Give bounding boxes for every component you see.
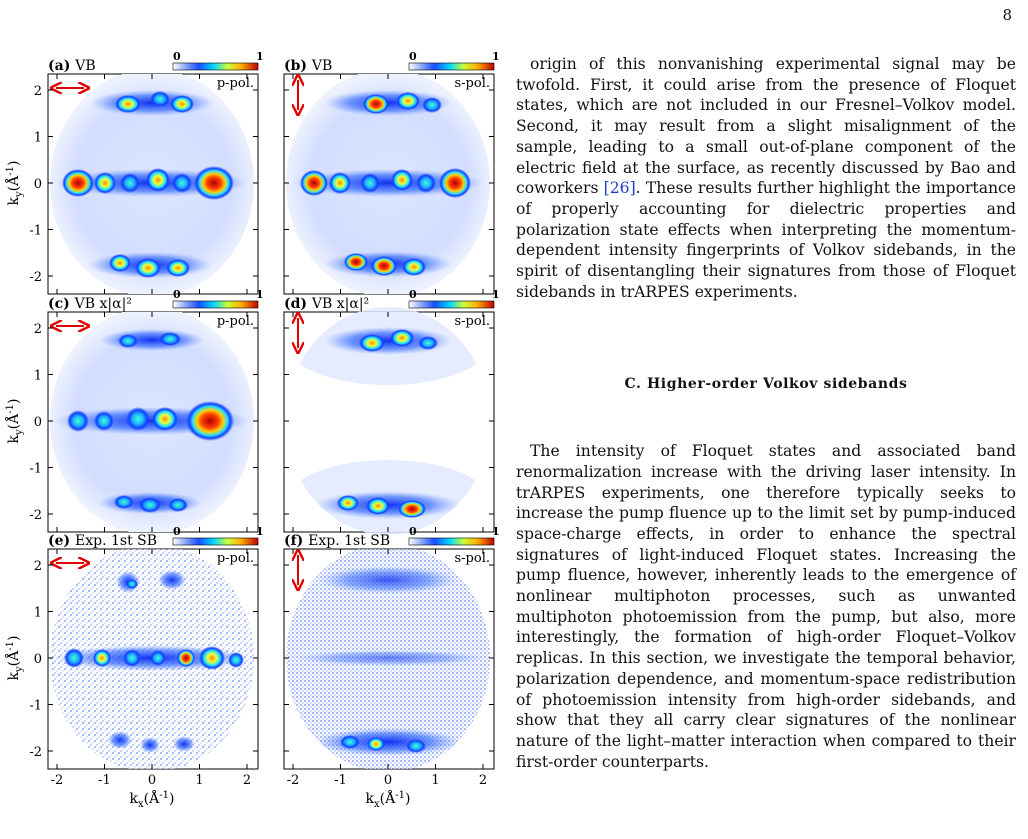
y-tick-label: 0	[34, 177, 42, 192]
panel-a	[47, 73, 259, 295]
x-axis-label: kx(Å-1)	[130, 789, 175, 810]
colorbar-min-label: 0	[173, 50, 181, 63]
x-tick-label: 2	[479, 773, 487, 788]
y-tick-label: 2	[34, 559, 42, 574]
x-tick-label: 1	[195, 773, 203, 788]
y-tick-label: 1	[34, 369, 42, 384]
colorbar-max-label: 1	[492, 525, 500, 538]
text-column: origin of this nonvanishing experimental…	[516, 54, 1016, 772]
x-tick-label: 0	[384, 773, 392, 788]
y-tick-label: -1	[29, 224, 42, 239]
arpes-map-c	[50, 312, 254, 532]
paragraph-text: . These results further highlight the im…	[516, 179, 1017, 301]
x-tick-label: -2	[51, 773, 64, 788]
y-tick-label: 2	[34, 322, 42, 337]
polarization-box	[448, 550, 493, 566]
colorbar	[408, 537, 495, 546]
x-tick-label: -1	[334, 773, 347, 788]
polarization-box	[212, 75, 257, 91]
polarization-box	[448, 75, 493, 91]
x-tick-label: -1	[98, 773, 111, 788]
y-tick-label: -2	[29, 270, 42, 285]
panel-title: (d) VB x|α|²	[284, 296, 369, 312]
panel-c	[47, 311, 259, 533]
y-tick-label: -2	[29, 745, 42, 760]
polarization-box	[448, 313, 493, 329]
polarization-box	[212, 550, 257, 566]
y-tick-label: 1	[34, 131, 42, 146]
figure: (a) VB0 1p-pol.210-1-2ky(Å-1)(b) VB0 1s-po…	[4, 50, 500, 810]
arpes-map-d	[286, 307, 490, 535]
colorbar-min-label: 0	[409, 525, 417, 538]
paragraph-text: origin of this nonvanishing experimental…	[516, 55, 1016, 198]
x-tick-label: 0	[148, 773, 156, 788]
polarization-label: s-pol.	[454, 76, 490, 91]
panel-e	[47, 548, 259, 770]
colorbar-max-label: 1	[256, 288, 264, 301]
y-tick-label: -1	[29, 462, 42, 477]
citation-link[interactable]: [26]	[603, 179, 636, 198]
y-tick-label: -1	[29, 699, 42, 714]
y-axis-label: ky(Å-1)	[4, 161, 25, 206]
polarization-label: s-pol.	[454, 314, 490, 329]
y-tick-label: 2	[34, 84, 42, 99]
x-tick-label: 2	[243, 773, 251, 788]
y-axis-label: ky(Å-1)	[4, 399, 25, 444]
y-tick-label: 0	[34, 415, 42, 430]
panel-title: (f) Exp. 1st SB	[284, 533, 390, 549]
colorbar	[408, 300, 495, 309]
colorbar-min-label: 0	[173, 288, 181, 301]
colorbar-min-label: 0	[409, 50, 417, 63]
paragraph-intro: origin of this nonvanishing experimental…	[516, 54, 1016, 302]
x-axis-label: kx(Å-1)	[366, 789, 411, 810]
paragraph-body: The intensity of Floquet states and asso…	[516, 442, 1016, 771]
colorbar-max-label: 1	[256, 50, 264, 63]
colorbar-min-label: 0	[173, 525, 181, 538]
colorbar	[172, 62, 259, 71]
page-number: 8	[1002, 6, 1012, 24]
y-tick-label: 0	[34, 652, 42, 667]
polarization-label: s-pol.	[454, 551, 490, 566]
colorbar	[172, 300, 259, 309]
panel-title: (a) VB	[48, 58, 96, 74]
colorbar-max-label: 1	[492, 288, 500, 301]
arpes-map-b	[286, 74, 490, 294]
arpes-map-e	[50, 549, 254, 769]
panel-b	[283, 73, 495, 295]
section-heading: C. Higher-order Volkov sidebands	[624, 376, 908, 393]
y-tick-label: -2	[29, 508, 42, 523]
y-axis-label: ky(Å-1)	[4, 636, 25, 681]
arpes-map-a	[50, 74, 254, 294]
colorbar-min-label: 0	[409, 288, 417, 301]
colorbar-max-label: 1	[256, 525, 264, 538]
panel-title: (e) Exp. 1st SB	[48, 533, 157, 549]
arpes-map-f	[286, 549, 490, 769]
panel-d	[283, 307, 495, 535]
polarization-box	[212, 313, 257, 329]
panel-title: (b) VB	[284, 58, 332, 74]
colorbar	[408, 62, 495, 71]
x-tick-label: 1	[431, 773, 439, 788]
colorbar-max-label: 1	[492, 50, 500, 63]
polarization-label: p-pol.	[217, 314, 254, 329]
colorbar	[172, 537, 259, 546]
panel-f	[283, 548, 495, 770]
y-tick-label: 1	[34, 606, 42, 621]
x-tick-label: -2	[287, 773, 300, 788]
polarization-label: p-pol.	[217, 551, 254, 566]
polarization-label: p-pol.	[217, 76, 254, 91]
panel-title: (c) VB x|α|²	[48, 296, 132, 312]
